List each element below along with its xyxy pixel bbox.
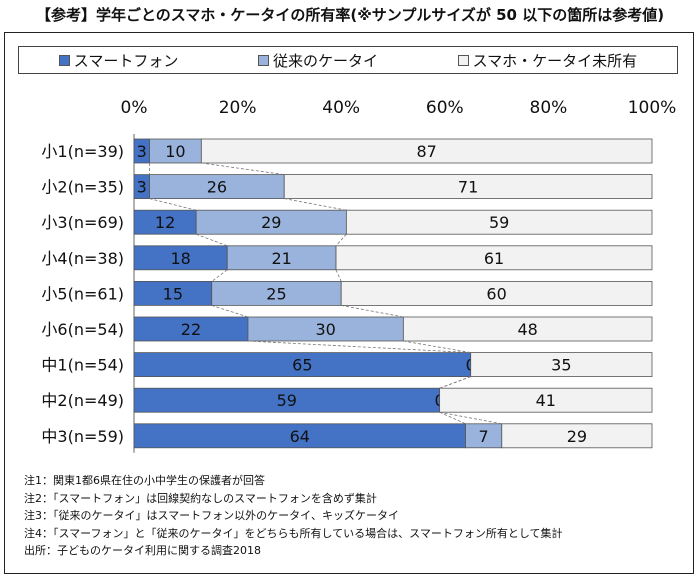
data-label-smartphone: 65	[292, 356, 312, 375]
category-label: 中1(n=54)	[41, 356, 124, 375]
data-label-none: 71	[458, 178, 478, 197]
data-label-none: 35	[551, 356, 571, 375]
chart-frame	[4, 32, 694, 574]
footnote: 注4：「スマーフォン」と「従来のケータイ」をどちらも所有している場合は、スマート…	[24, 526, 563, 540]
category-label: 小4(n=38)	[41, 249, 124, 268]
legend-item-none: スマホ・ケータイ未所有	[457, 50, 638, 71]
data-label-keitai: 25	[266, 284, 286, 303]
data-label-smartphone: 15	[163, 284, 183, 303]
bar-segment-none	[283, 174, 653, 200]
bar-segment-none	[470, 352, 653, 378]
bar-segment-smartphone	[133, 352, 472, 378]
x-tick-label: 20%	[219, 98, 257, 118]
series-connector-line	[341, 305, 404, 318]
data-label-keitai: 30	[315, 320, 335, 339]
x-tick-label: 80%	[530, 98, 568, 118]
series-connector-line	[211, 305, 249, 318]
data-label-keitai: 7	[479, 427, 489, 446]
series-connector-line	[439, 376, 471, 389]
data-label-keitai: 21	[271, 249, 291, 268]
series-connector-line	[335, 233, 347, 247]
legend-swatch-none	[457, 54, 469, 66]
bar-segment-none	[200, 138, 653, 164]
series-connector-line	[211, 269, 228, 282]
category-label: 小5(n=61)	[41, 284, 124, 303]
legend-item-smartphone: スマートフォン	[58, 50, 179, 71]
category-label: 小6(n=54)	[41, 320, 124, 339]
footnote: 出所：子どものケータイ利用に関する調査2018	[24, 544, 261, 557]
legend-label-keitai: 従来のケータイ	[272, 51, 378, 70]
bar-segment-none	[340, 280, 653, 306]
bar-segment-keitai	[465, 423, 503, 449]
x-tick-label: 60%	[426, 98, 464, 118]
footnotes: 注1：関東1都6県在住の小中学生の保護者が回答 注2：「スマートフォン」は回線契…	[24, 472, 563, 560]
data-label-none: 48	[518, 320, 538, 339]
x-tick-label: 40%	[322, 98, 360, 118]
bar-segment-none	[501, 423, 653, 449]
series-connector-line	[439, 411, 502, 425]
data-label-smartphone: 22	[181, 320, 201, 339]
legend-item-keitai: 従来のケータイ	[257, 50, 378, 71]
data-label-smartphone: 12	[155, 213, 175, 232]
series-connector-line	[149, 198, 197, 211]
data-label-none: 59	[489, 213, 509, 232]
data-label-keitai: 29	[261, 213, 281, 232]
series-connector-line	[247, 340, 471, 353]
category-label: 小1(n=39)	[41, 142, 124, 161]
footnote: 注2：「スマートフォン」は回線契約なしのスマートフォンを含めず集計	[24, 491, 377, 505]
category-label: 中2(n=49)	[41, 391, 124, 410]
data-label-smartphone: 64	[290, 427, 310, 446]
series-connector-line	[284, 198, 347, 211]
bar-segment-smartphone	[133, 423, 466, 449]
footnote: 注3：「従来のケータイ」はスマートフォン以外のケータイ、キッズケータイ	[24, 509, 399, 522]
footnote: 注1：関東1都6県在住の小中学生の保護者が回答	[24, 474, 265, 487]
data-label-smartphone: 59	[277, 391, 297, 410]
data-label-none: 60	[486, 284, 506, 303]
chart-legend: スマートフォン 従来のケータイ スマホ・ケータイ未所有	[18, 46, 678, 74]
x-tick-label: 100%	[628, 98, 677, 118]
legend-label-smartphone: スマートフォン	[73, 51, 179, 70]
x-tick-label: 0%	[121, 98, 148, 118]
category-label: 中3(n=59)	[41, 427, 124, 446]
bar-segment-keitai	[226, 245, 337, 271]
bar-segment-smartphone	[133, 316, 249, 342]
data-label-smartphone: 3	[137, 142, 147, 161]
legend-label-none: スマホ・ケータイ未所有	[472, 51, 638, 70]
bar-segment-none	[345, 209, 653, 235]
series-connector-line	[439, 411, 466, 425]
data-label-none: 87	[416, 142, 436, 161]
data-label-none: 61	[484, 249, 504, 268]
bar-segment-keitai	[195, 209, 347, 235]
data-label-smartphone: 18	[170, 249, 190, 268]
legend-swatch-smartphone	[58, 54, 70, 66]
bar-segment-smartphone	[133, 209, 197, 235]
series-connector-line	[335, 269, 342, 282]
data-label-keitai: 10	[165, 142, 185, 161]
bar-segment-none	[335, 245, 653, 271]
bar-segment-none	[402, 316, 653, 342]
bar-segment-none	[439, 387, 653, 413]
bar-segment-keitai	[247, 316, 404, 342]
category-label: 小2(n=35)	[41, 178, 124, 197]
legend-swatch-keitai	[257, 54, 269, 66]
bar-segment-smartphone	[133, 245, 228, 271]
series-connector-line	[201, 162, 285, 175]
series-connector-line	[403, 340, 471, 353]
data-label-smartphone: 3	[137, 178, 147, 197]
data-label-none: 29	[567, 427, 587, 446]
stacked-bar-chart: 0% 20% 40% 60% 80% 100% 小1(n=39) 3 10 87 小2(n=35) 3…	[41, 98, 677, 453]
chart-title: 【参考】学年ごとのスマホ・ケータイの所有率(※サンプルサイズが 50 以下の箇所…	[35, 6, 665, 24]
category-label: 小3(n=69)	[41, 213, 124, 232]
data-label-keitai: 26	[207, 178, 227, 197]
series-connector-line	[196, 233, 228, 247]
data-label-none: 41	[536, 391, 556, 410]
